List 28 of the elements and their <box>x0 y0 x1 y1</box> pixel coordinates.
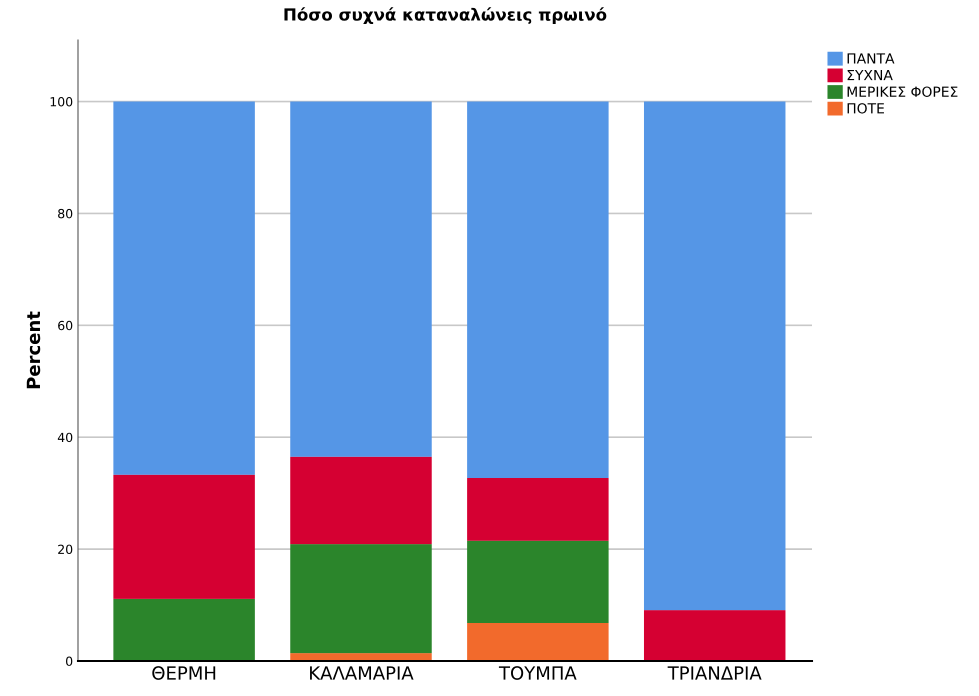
y-tick-label: 20 <box>58 544 72 554</box>
y-tick-label: 100 <box>50 97 72 106</box>
x-tick-label: ΚΑΛΑΜΑΡΙΑ <box>310 666 414 680</box>
y-tick-label: 60 <box>58 320 72 330</box>
bar <box>467 102 609 478</box>
legend-label: ΣΥΧΝΑ <box>848 70 893 80</box>
y-tick-label: 40 <box>58 432 72 442</box>
legend-label: ΠΑΝΤΑ <box>848 53 894 64</box>
bar <box>644 610 786 661</box>
y-tick-label: 80 <box>58 208 72 218</box>
legend-label: ΠΟΤΕ <box>848 103 884 114</box>
y-axis-title: Percent <box>26 312 40 388</box>
bar <box>290 102 432 457</box>
bar <box>467 540 609 623</box>
bar <box>644 102 786 610</box>
bar <box>113 474 255 599</box>
x-tick-label: ΘΕΡΜΗ <box>152 666 216 680</box>
bar <box>290 544 432 654</box>
legend-label: ΜΕΡΙΚΕΣ ΦΟΡΕΣ <box>848 86 958 97</box>
bar <box>113 598 255 661</box>
x-tick-label: ΤΟΥΜΠΑ <box>498 666 577 680</box>
y-tick-label: 0 <box>66 656 72 666</box>
bar <box>290 456 432 544</box>
bar <box>113 102 255 475</box>
x-tick-label: ΤΡΙΑΝΔΡΙΑ <box>668 666 762 680</box>
bar <box>467 622 609 661</box>
chart-title: Πόσο συχνά καταναλώνεις πρωινό <box>284 7 606 24</box>
bar <box>467 478 609 541</box>
